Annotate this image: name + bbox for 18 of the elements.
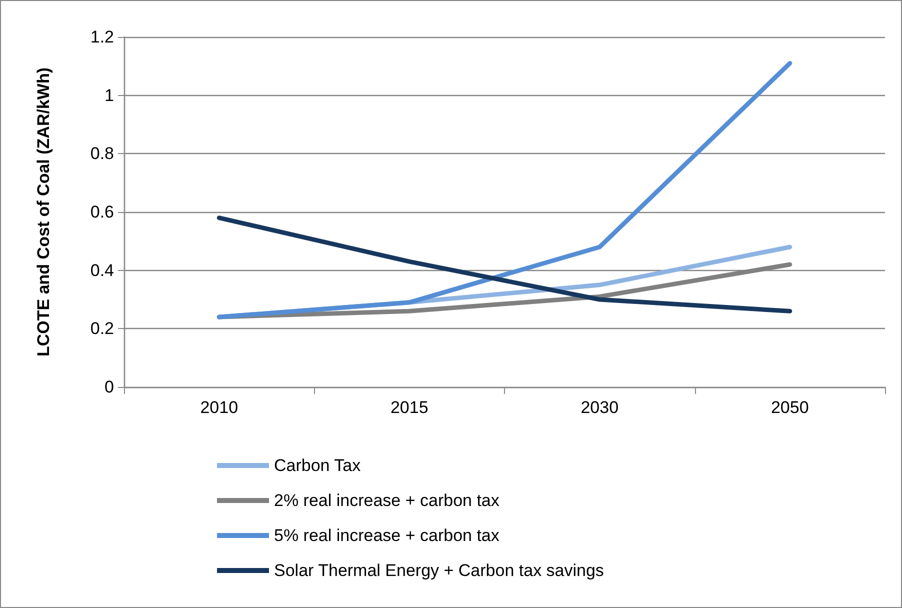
x-tick-label: 2015 — [390, 398, 428, 417]
x-tick-label: 2050 — [770, 398, 809, 417]
y-tick-label: 0.8 — [90, 144, 114, 164]
line-series — [216, 216, 792, 314]
legend-label: 5% real increase + carbon tax — [274, 526, 500, 545]
legend-label: 2% real increase + carbon tax — [274, 491, 500, 510]
y-tick-label: 0.2 — [90, 319, 114, 338]
y-tick-label: 0 — [104, 378, 114, 396]
line-series — [216, 61, 792, 320]
y-tick-label: 1 — [104, 86, 114, 105]
y-tick-label: 1.2 — [90, 28, 114, 46]
legend-label: Carbon Tax — [274, 456, 362, 475]
y-axis-title: LCOTE and Cost of Coal (ZAR/kWh) — [34, 68, 53, 356]
legend-label: Solar Thermal Energy + Carbon tax savings — [274, 561, 604, 580]
y-tick-label: 0.6 — [90, 202, 114, 222]
x-tick-label: 2030 — [580, 398, 619, 417]
x-tick-label: 2010 — [200, 398, 238, 417]
y-tick-label: 0.4 — [90, 260, 114, 280]
